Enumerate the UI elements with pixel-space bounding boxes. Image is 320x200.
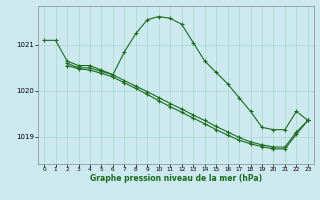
X-axis label: Graphe pression niveau de la mer (hPa): Graphe pression niveau de la mer (hPa) <box>90 174 262 183</box>
